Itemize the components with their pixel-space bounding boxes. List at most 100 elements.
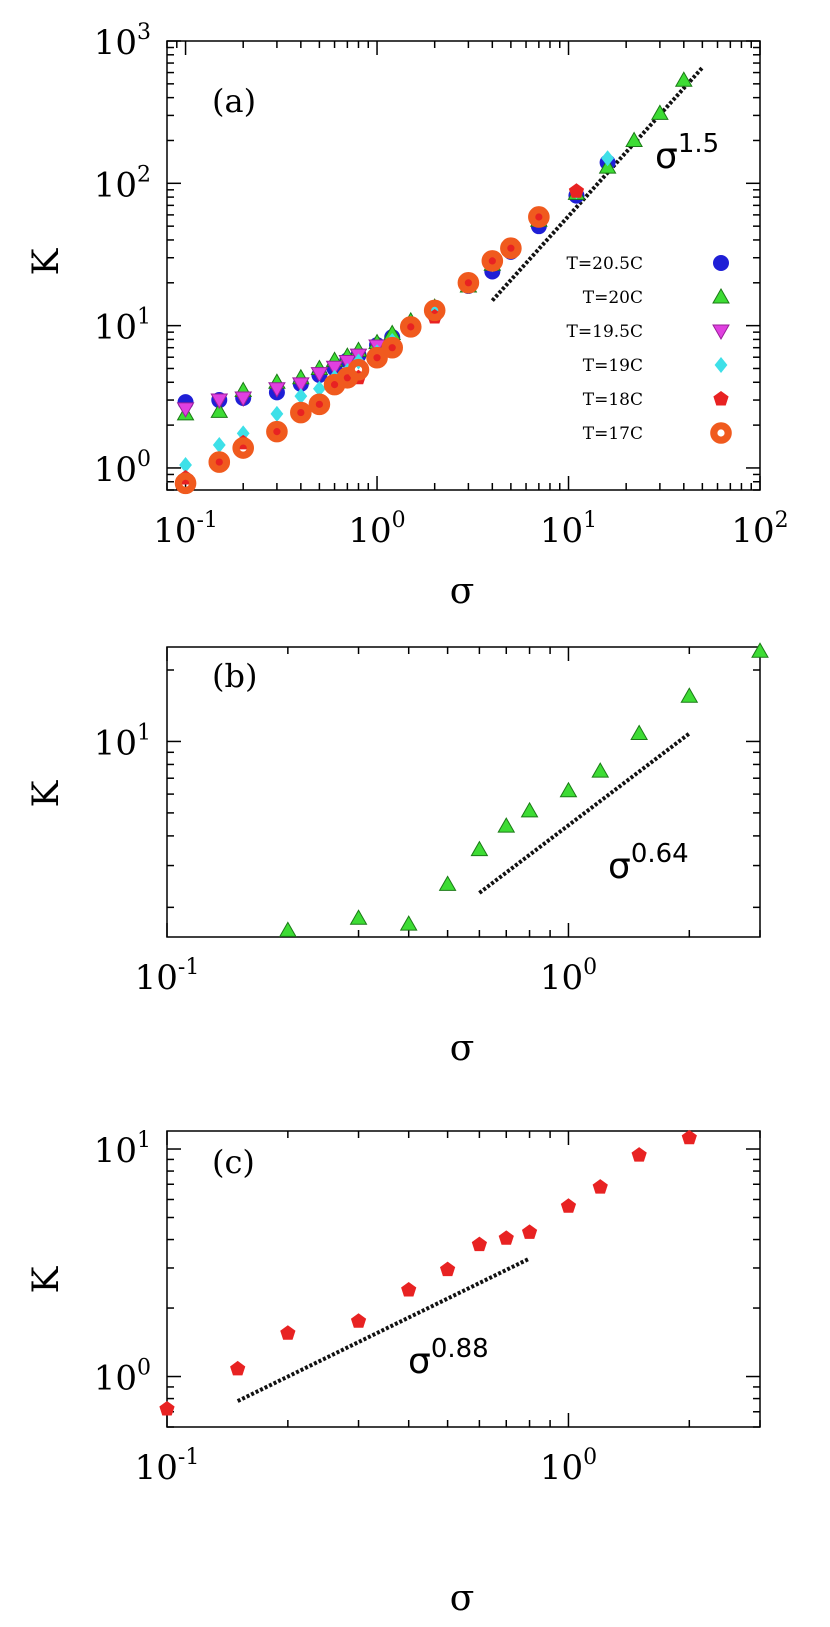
panel-label: (a) <box>212 82 256 120</box>
axis-ticks <box>166 647 761 937</box>
data-point <box>559 781 578 798</box>
y-tick-label: 101 <box>94 305 151 348</box>
data-point <box>310 367 329 383</box>
data-point <box>270 405 284 422</box>
legend-marker <box>713 391 729 406</box>
data-point <box>179 456 192 473</box>
legend-label: T=18C <box>583 390 643 410</box>
data-point <box>325 360 344 377</box>
data-point <box>210 393 229 410</box>
x-tick-label: 100 <box>540 955 597 998</box>
data-point <box>560 1198 577 1213</box>
legend-marker <box>710 422 732 444</box>
data-point <box>751 642 769 658</box>
data-point <box>381 336 403 359</box>
data-point <box>592 1179 608 1194</box>
data-point <box>312 380 326 397</box>
legend-marker <box>712 287 730 304</box>
legend-label: T=17C <box>583 424 643 444</box>
y-tick-label: 100 <box>94 447 151 490</box>
data-point <box>266 420 288 443</box>
data-point <box>234 391 253 408</box>
data-point <box>347 358 370 381</box>
data-point <box>174 472 197 495</box>
legend-label: T=20.5C <box>567 254 643 274</box>
data-point <box>268 382 286 398</box>
fit-label: σ0.88 <box>408 1334 489 1382</box>
data-point <box>210 402 229 418</box>
plot-frame <box>166 40 761 491</box>
data-point <box>568 183 585 198</box>
power-law-fit-line <box>490 66 704 302</box>
data-point <box>520 801 539 818</box>
legend-label: T=20C <box>583 288 643 308</box>
data-point <box>212 436 226 453</box>
data-point <box>591 762 610 778</box>
data-point <box>399 915 418 931</box>
y-axis-label: K <box>26 1265 67 1293</box>
data-point <box>625 131 643 147</box>
data-point <box>651 104 669 120</box>
legend-marker <box>712 324 730 341</box>
axis-ticks <box>166 40 761 491</box>
series-T=17C <box>174 206 550 495</box>
data-point <box>278 921 297 937</box>
data-point <box>423 299 446 322</box>
data-point <box>497 817 516 833</box>
x-tick-label: 10-1 <box>153 508 218 551</box>
data-point <box>290 401 312 424</box>
power-law-fit-line <box>236 1256 531 1403</box>
legend-marker <box>713 255 729 271</box>
data-point <box>399 316 422 338</box>
series-T=19.5C <box>176 339 386 418</box>
panel-label: (b) <box>212 657 257 695</box>
data-point <box>630 724 649 741</box>
data-point <box>291 377 310 393</box>
y-tick-label: 102 <box>94 162 151 205</box>
data-point <box>401 1282 417 1297</box>
data-point <box>366 346 388 369</box>
panel-label: (c) <box>212 1143 255 1181</box>
series-T=19C <box>179 150 615 473</box>
data-point <box>280 1325 296 1340</box>
data-point <box>349 909 368 925</box>
data-point <box>208 451 231 473</box>
series-T=18C <box>159 1129 697 1416</box>
data-point <box>681 1129 697 1145</box>
x-tick-label: 100 <box>348 508 405 551</box>
fit-label: σ0.64 <box>608 839 689 887</box>
y-tick-label: 103 <box>94 20 151 63</box>
y-tick-label: 101 <box>94 1128 151 1171</box>
data-point <box>457 271 480 294</box>
series-T=20C <box>278 642 769 937</box>
data-point <box>471 1236 487 1252</box>
y-tick-label: 100 <box>94 1356 151 1399</box>
data-point <box>521 1224 538 1239</box>
plot-frame <box>166 1130 761 1428</box>
x-tick-label: 101 <box>540 508 597 551</box>
data-point <box>308 393 331 416</box>
x-tick-label: 10-1 <box>135 955 200 998</box>
data-point <box>470 840 489 857</box>
y-axis-label: K <box>26 779 67 807</box>
data-point <box>631 1147 647 1162</box>
fit-label: σ1.5 <box>655 129 719 177</box>
x-axis-label: σ <box>450 1578 475 1619</box>
data-point <box>674 71 693 87</box>
data-point <box>500 237 522 260</box>
data-point <box>481 250 504 272</box>
x-tick-label: 102 <box>731 508 788 551</box>
chart-panel-2: 10-1 100 101 σ K (b) σ0.64 <box>26 642 769 1069</box>
data-point <box>159 1400 175 1416</box>
x-axis-label: σ <box>450 571 475 612</box>
chart-panel-3: 10-1 100 100 101 σ K (c) σ0.88 <box>26 1128 761 1619</box>
data-point <box>440 1261 456 1277</box>
y-tick-label: 101 <box>94 720 151 763</box>
legend-marker <box>714 357 728 373</box>
axis-ticks <box>166 1131 761 1428</box>
data-point <box>350 1313 367 1328</box>
data-point <box>294 388 308 405</box>
plot-frame <box>166 646 761 938</box>
data-point <box>498 1230 514 1245</box>
